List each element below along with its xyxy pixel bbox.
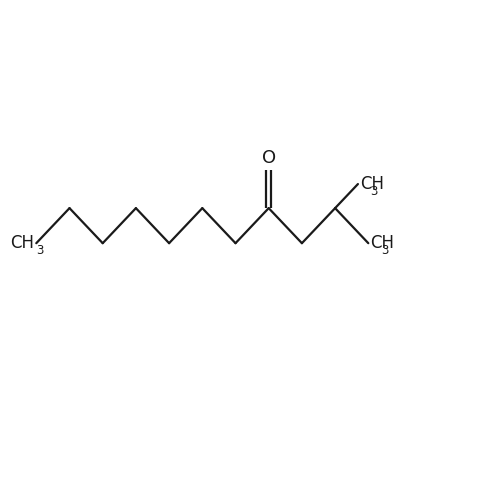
Text: 3: 3 (36, 244, 44, 257)
Text: CH: CH (360, 175, 384, 193)
Text: 3: 3 (381, 244, 388, 257)
Text: CH: CH (370, 234, 394, 252)
Text: CH: CH (11, 234, 34, 252)
Text: O: O (262, 149, 276, 167)
Text: 3: 3 (371, 185, 378, 198)
